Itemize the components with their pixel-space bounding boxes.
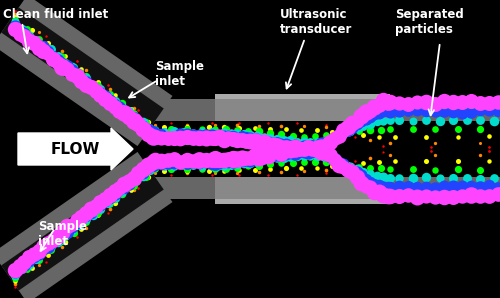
Bar [215,121,390,177]
Text: Sample
inlet: Sample inlet [155,60,204,88]
Bar [155,177,500,199]
FancyArrow shape [18,128,133,170]
Bar [215,94,390,204]
Bar [215,177,390,199]
Bar [390,121,500,177]
Text: Separated
particles: Separated particles [395,8,464,36]
Bar [155,121,215,177]
Text: FLOW: FLOW [50,142,100,156]
Bar [215,99,390,121]
Text: Sample
inlet: Sample inlet [38,220,87,248]
Text: Clean fluid inlet: Clean fluid inlet [3,8,108,21]
Bar [155,99,500,121]
Text: Ultrasonic
transducer: Ultrasonic transducer [280,8,352,36]
